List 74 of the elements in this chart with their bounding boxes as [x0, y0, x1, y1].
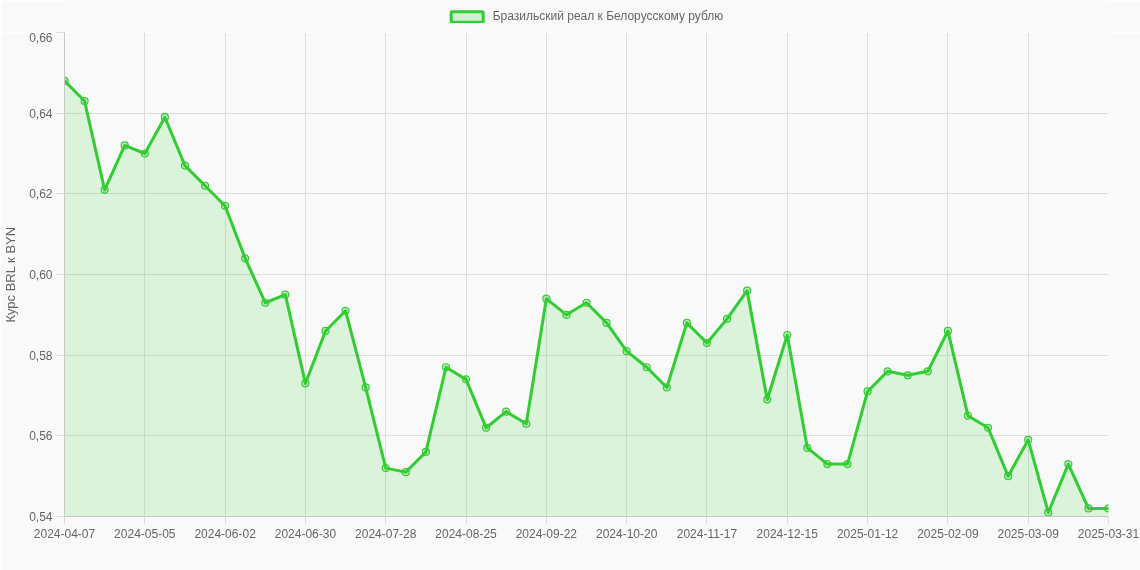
point	[421, 447, 430, 457]
x-tick-label: 2025-03-31	[1077, 526, 1140, 541]
point	[602, 318, 611, 327]
point	[301, 379, 310, 388]
point	[381, 464, 390, 473]
x-tick-label: 2024-07-28	[355, 526, 417, 541]
y-axis-title: Курс BRL к BYN	[3, 226, 19, 323]
y-tick-label: 0,56	[29, 429, 53, 444]
point	[1004, 472, 1013, 481]
y-tick-label: 0,54	[29, 510, 53, 524]
point	[361, 383, 370, 392]
y-tick-label: 0,62	[29, 187, 53, 202]
point	[843, 459, 852, 469]
point	[1024, 435, 1033, 444]
point	[883, 367, 892, 376]
point	[763, 395, 772, 404]
point	[1084, 504, 1093, 513]
x-tick-label: 2024-09-22	[515, 526, 578, 541]
y-tick-label: 0,66	[29, 30, 53, 45]
point	[662, 383, 671, 392]
x-tick-label: 2024-12-15	[756, 526, 819, 541]
point	[743, 286, 752, 295]
point	[100, 185, 109, 194]
point	[923, 367, 932, 376]
point	[321, 326, 330, 336]
point	[502, 407, 511, 416]
point	[120, 141, 129, 150]
y-tick-label: 0,64	[29, 106, 53, 121]
point	[80, 96, 89, 106]
point	[702, 338, 712, 348]
y-tick-label: 0,58	[29, 348, 53, 363]
point	[341, 306, 350, 315]
point	[722, 314, 732, 323]
point	[542, 294, 551, 303]
point	[903, 371, 912, 380]
point	[943, 326, 952, 336]
x-tick-label: 2024-06-30	[274, 526, 337, 541]
x-tick-label: 2024-05-05	[114, 526, 176, 541]
point	[180, 161, 190, 170]
point	[522, 419, 531, 428]
point	[140, 149, 149, 158]
point	[582, 298, 591, 307]
point	[783, 330, 792, 340]
point	[562, 310, 571, 319]
x-tick-label: 2025-01-12	[836, 526, 899, 541]
x-tick-label: 2024-06-02	[194, 526, 257, 541]
legend-label: Бразильский реал к Белорусскому рублю	[492, 9, 724, 23]
point	[241, 254, 250, 263]
point	[482, 423, 491, 432]
point	[261, 298, 270, 307]
point	[642, 363, 651, 372]
point	[401, 468, 410, 477]
point	[983, 423, 993, 432]
point	[160, 113, 169, 122]
point	[461, 375, 471, 384]
point	[1064, 459, 1073, 469]
x-tick-label: 2024-11-17	[676, 526, 738, 541]
x-tick-label: 2025-03-09	[997, 526, 1060, 541]
point	[281, 290, 290, 299]
x-tick-label: 2024-08-25	[435, 526, 498, 541]
point	[863, 387, 872, 396]
point	[1044, 508, 1053, 517]
point	[963, 411, 973, 420]
point	[221, 201, 230, 211]
point	[803, 443, 812, 453]
point	[682, 318, 691, 327]
y-tick-label: 0,60	[29, 268, 53, 282]
point	[200, 181, 210, 190]
x-tick-label: 2024-04-07	[33, 526, 96, 541]
x-tick-label: 2025-02-09	[917, 526, 979, 541]
x-tick-label: 2024-10-20	[595, 526, 658, 541]
point	[823, 459, 832, 469]
point	[441, 363, 451, 372]
point	[622, 347, 631, 356]
